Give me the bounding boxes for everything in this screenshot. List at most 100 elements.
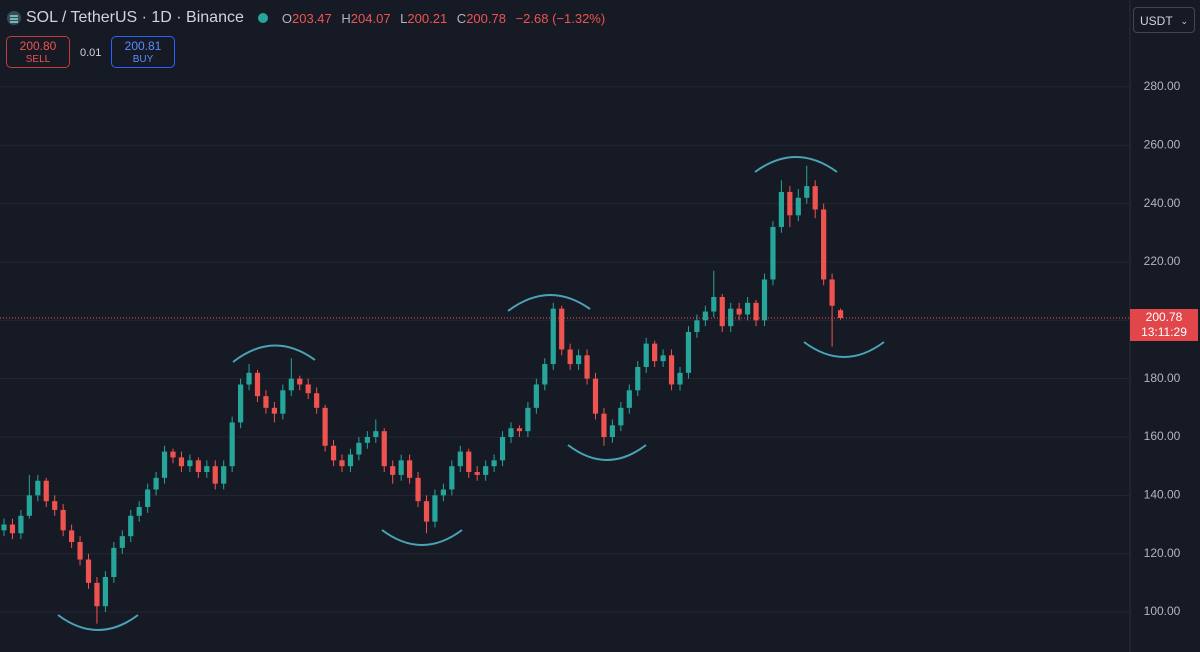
candle-body xyxy=(229,422,235,467)
candle-body xyxy=(60,509,66,531)
candle-body xyxy=(660,355,666,362)
candle-body xyxy=(204,466,210,473)
ohlc-label: C xyxy=(456,10,467,26)
ohlc-value: 200.21 xyxy=(407,10,448,26)
candle-body xyxy=(26,495,32,516)
candle-body xyxy=(567,349,573,365)
sell-price: 200.80 xyxy=(19,39,57,53)
annotations xyxy=(57,156,885,631)
candle-body xyxy=(187,460,193,467)
candle-body xyxy=(753,302,759,321)
currency: USDT xyxy=(1140,14,1173,28)
candle-body xyxy=(652,343,658,362)
candle-body xyxy=(339,460,345,467)
spread: 0.01 xyxy=(80,47,102,59)
sell-button[interactable]: 200.80 SELL xyxy=(6,36,70,68)
sell-label: SELL xyxy=(25,54,51,65)
annotation-arc xyxy=(57,614,139,631)
candle-body xyxy=(601,413,607,438)
y-tick-label: 120.00 xyxy=(1144,546,1181,560)
candle-body xyxy=(736,308,742,315)
candle-body xyxy=(153,477,159,490)
candle-body xyxy=(584,355,590,379)
annotation-arc xyxy=(567,444,647,461)
candle-body xyxy=(761,279,768,321)
candle-body xyxy=(178,457,185,467)
change: −2.68 (−1.32%) xyxy=(515,10,606,26)
candle-body xyxy=(398,460,404,475)
candle-body xyxy=(373,431,379,438)
y-axis: 100.00120.00140.00160.00180.00200.00220.… xyxy=(1129,0,1181,652)
candle-body xyxy=(829,279,835,306)
candle-body xyxy=(381,431,387,467)
candle-body xyxy=(390,466,396,475)
candle-body xyxy=(483,466,489,475)
candle-body xyxy=(821,209,827,280)
candle-body xyxy=(271,407,277,414)
annotation-arc xyxy=(803,341,885,358)
ohlc: O203.47 H204.07 L200.21 C200.78 −2.68 (−… xyxy=(282,11,611,26)
ohlc-label: O xyxy=(281,10,292,26)
candle-body xyxy=(609,425,615,438)
candle-body xyxy=(719,296,725,327)
candle-body xyxy=(136,507,142,516)
candle-body xyxy=(711,296,717,312)
candle-body xyxy=(288,378,294,391)
candle-body xyxy=(677,372,683,385)
annotation-arc xyxy=(507,294,591,312)
chevron: ⌄ xyxy=(1180,16,1188,26)
candle-body xyxy=(542,364,548,385)
candle-body xyxy=(770,226,776,280)
candle-body xyxy=(35,480,41,496)
candle-body xyxy=(440,489,446,496)
candle-body xyxy=(322,407,328,446)
candle-body xyxy=(508,428,514,438)
candle-body xyxy=(170,451,176,458)
ohlc-value: 204.07 xyxy=(350,10,391,26)
ohlc-label: H xyxy=(341,10,351,26)
candle-body xyxy=(94,582,100,607)
candle-body xyxy=(111,547,117,578)
candle-body xyxy=(694,320,700,332)
candle-body xyxy=(356,442,362,455)
last-price: 200.78 xyxy=(1145,310,1183,325)
candle-body xyxy=(592,378,599,414)
y-tick-label: 140.00 xyxy=(1144,488,1181,502)
candle-body xyxy=(43,480,49,502)
candle-body xyxy=(812,186,818,210)
buy-button[interactable]: 200.81 BUY xyxy=(111,36,175,68)
candle-body xyxy=(491,460,497,467)
title: SOL / TetherUS · 1D · Binance xyxy=(26,9,244,26)
candle-body xyxy=(195,460,201,473)
y-tick-label: 100.00 xyxy=(1144,604,1181,618)
status-dot xyxy=(257,13,268,23)
candle-body xyxy=(314,393,320,408)
candle-body xyxy=(525,407,531,432)
candle-body xyxy=(837,310,844,319)
grid xyxy=(0,86,1130,613)
candle-body xyxy=(778,191,784,227)
candle-body xyxy=(305,384,311,394)
candle-body xyxy=(702,311,708,321)
symbol-icon xyxy=(7,11,21,25)
candle-body xyxy=(745,302,751,315)
candle-body xyxy=(516,428,523,432)
currency-select[interactable]: USDT ⌄ xyxy=(1133,7,1195,33)
candle-body xyxy=(254,372,261,397)
candle-body xyxy=(280,390,286,414)
candle-body xyxy=(626,390,632,408)
ohlc-value: 203.47 xyxy=(292,10,332,26)
candle-body xyxy=(449,466,455,490)
candle-body xyxy=(297,378,303,385)
buy-price: 200.81 xyxy=(124,39,162,53)
candle-body xyxy=(533,384,539,408)
candle-body xyxy=(102,577,108,607)
candle-body xyxy=(576,355,582,365)
candle-body xyxy=(77,542,83,560)
candle-body xyxy=(432,495,438,522)
candle-body xyxy=(9,524,16,534)
candle-body xyxy=(69,530,75,543)
candle-body xyxy=(415,477,421,502)
